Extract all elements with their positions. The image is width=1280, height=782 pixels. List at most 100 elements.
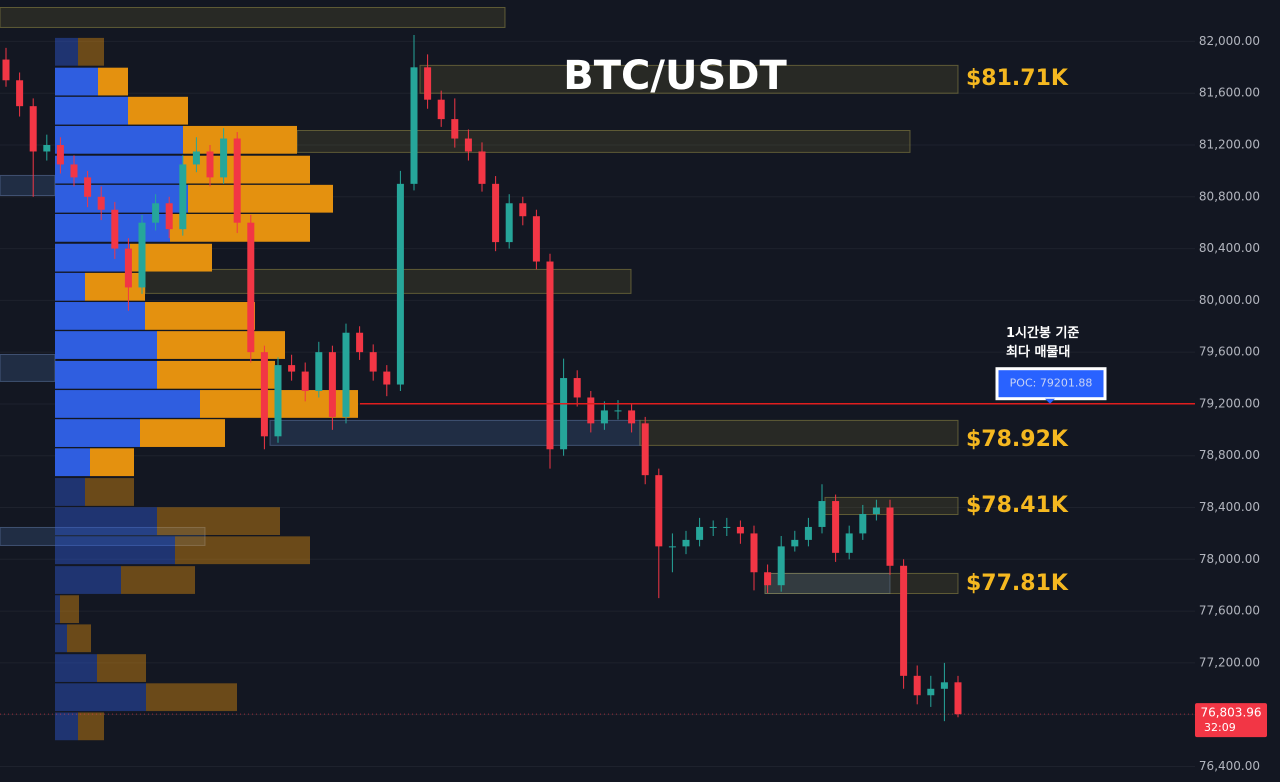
profile-sell (97, 654, 146, 682)
candle-body (954, 682, 962, 715)
y-tick-label: 78,000.00 (1199, 552, 1260, 566)
profile-buy (55, 595, 60, 624)
candle-body (56, 145, 64, 165)
candle-body (152, 203, 160, 223)
profile-sell (188, 184, 333, 213)
candle-body (668, 546, 676, 548)
candle-body (940, 682, 948, 689)
candle-body (315, 352, 323, 391)
poc-label: POC: 79201.88 (1010, 377, 1093, 390)
candle-body (274, 365, 282, 437)
candle-body (764, 572, 772, 586)
candle-body (206, 151, 214, 178)
candle-body (777, 546, 785, 586)
candle-body (356, 332, 364, 353)
candle-body (29, 106, 37, 152)
profile-buy (55, 419, 140, 447)
candle-body (709, 526, 717, 528)
candle-body (464, 138, 472, 152)
zone (0, 7, 506, 28)
candle-body (192, 151, 200, 165)
level-label: $81.71K (966, 66, 1069, 91)
candle-body (818, 501, 826, 527)
poc-pointer (1045, 398, 1055, 404)
candle-body (70, 164, 78, 178)
profile-sell (145, 302, 255, 330)
profile-sell (85, 272, 145, 301)
profile-sell (60, 595, 79, 624)
candle-body (2, 59, 10, 81)
candle-body (519, 203, 527, 217)
profile-sell (128, 96, 188, 125)
profile-buy (55, 654, 97, 682)
zone-blue (0, 353, 56, 382)
profile-sell (121, 566, 195, 594)
candle-body (505, 203, 513, 243)
candle-body (124, 248, 132, 288)
profile-sell (175, 536, 310, 565)
candle-body (560, 378, 568, 450)
candle-body (600, 410, 608, 424)
profile-buy (55, 272, 85, 301)
y-tick-label: 79,200.00 (1199, 396, 1260, 410)
level-label: $78.92K (966, 427, 1069, 452)
candle-body (696, 526, 704, 540)
profile-buy (55, 624, 67, 653)
y-tick-label: 79,600.00 (1199, 345, 1260, 359)
candle-body (97, 196, 105, 210)
chart-title: BTC/USDT (563, 53, 787, 99)
poc-note: 1시간봉 기준 (1006, 325, 1079, 341)
profile-sell (90, 448, 134, 477)
candle-body (328, 352, 336, 417)
candle-body (437, 99, 445, 120)
candle-body (628, 410, 636, 424)
zone (639, 419, 959, 446)
candle-body (900, 565, 908, 676)
candle-body (301, 371, 309, 391)
profile-buy (55, 96, 128, 125)
candle-body (220, 138, 228, 178)
profile-buy (55, 125, 183, 154)
profile-buy (55, 507, 157, 536)
candle-body (383, 371, 391, 385)
last-price-label: 76,803.96 (1200, 706, 1261, 720)
candle-body (179, 164, 187, 230)
candle-body (750, 533, 758, 573)
profile-sell (157, 360, 275, 389)
candle-body (845, 533, 853, 553)
y-tick-label: 80,400.00 (1199, 241, 1260, 255)
y-tick-label: 81,600.00 (1199, 86, 1260, 100)
candle-body (587, 397, 595, 424)
last-price-box (1195, 703, 1267, 738)
candle-body (832, 501, 840, 553)
profile-buy (55, 448, 90, 477)
profile-buy (55, 67, 98, 96)
profile-buy (55, 566, 121, 594)
candle-body (532, 216, 540, 262)
candle-body (16, 80, 24, 107)
y-tick-label: 82,000.00 (1199, 34, 1260, 48)
candle-body (478, 151, 486, 184)
profile-sell (78, 712, 104, 741)
y-tick-label: 80,800.00 (1199, 189, 1260, 203)
level-label: $78.41K (966, 493, 1069, 518)
y-tick-label: 78,400.00 (1199, 500, 1260, 514)
profile-buy (55, 712, 78, 741)
zone (419, 64, 959, 94)
profile-sell (78, 37, 104, 66)
y-tick-label: 81,200.00 (1199, 138, 1260, 152)
profile-sell (157, 507, 280, 536)
candle-body (791, 539, 799, 547)
poc-note: 최다 매물대 (1006, 344, 1070, 360)
candle-body (927, 688, 935, 696)
profile-buy (55, 478, 85, 506)
candle-body (859, 513, 867, 534)
profile-buy (55, 360, 157, 389)
zone (764, 572, 959, 594)
y-tick-label: 80,000.00 (1199, 293, 1260, 307)
candle-body (288, 365, 296, 372)
candle-body (233, 138, 241, 223)
candle-body (641, 423, 649, 476)
zone-blue (0, 174, 56, 196)
